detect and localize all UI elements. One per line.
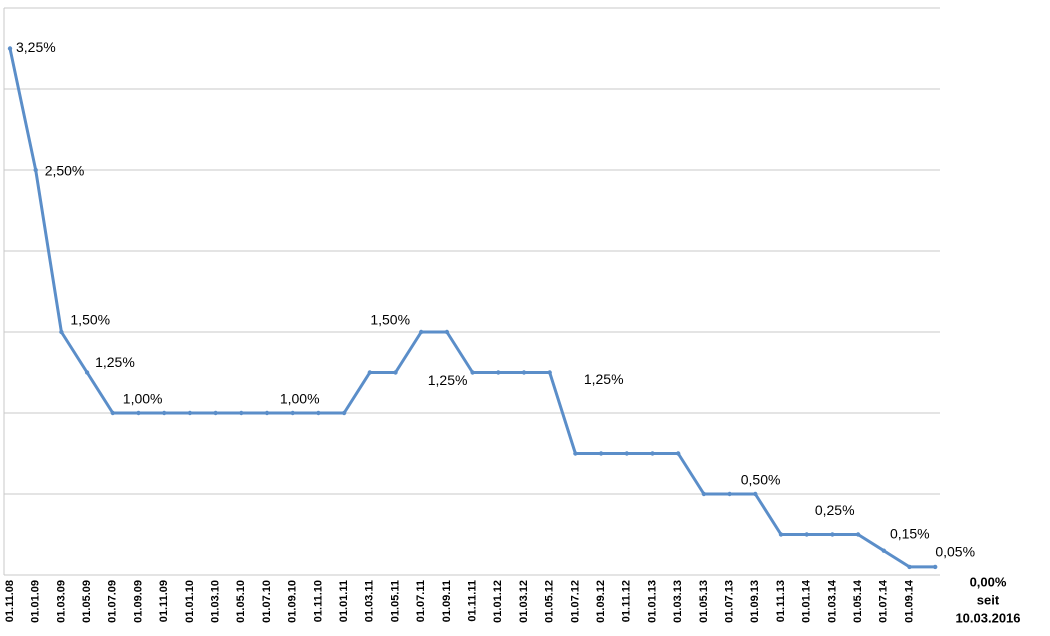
point	[419, 329, 424, 335]
point	[881, 548, 886, 553]
x-tick-label: 01.03.09	[55, 580, 67, 623]
point	[290, 410, 295, 416]
x-tick-label: 01.03.12	[518, 580, 530, 623]
data-label: 1,25%	[95, 354, 135, 370]
point	[316, 410, 321, 416]
x-tick-label: 01.09.14	[903, 579, 915, 623]
x-tick-label: 01.07.11	[415, 580, 427, 622]
data-label: 0,25%	[815, 502, 855, 518]
point	[598, 451, 604, 456]
x-tick-label: 01.05.12	[544, 580, 556, 623]
point	[110, 410, 116, 416]
x-tick-label: 01.01.12	[492, 580, 504, 623]
point	[907, 564, 912, 570]
x-tick-label: 01.03.13	[672, 580, 684, 623]
point	[213, 410, 218, 416]
x-tick-label: 01.11.11	[467, 580, 479, 622]
data-label: 2,50%	[45, 163, 85, 179]
x-tick-label: 01.07.09	[107, 580, 119, 623]
data-label: 1,25%	[428, 372, 468, 388]
x-tick-label: 01.03.14	[826, 579, 838, 623]
x-tick-label: 01.09.10	[287, 580, 299, 623]
x-tick-label: 01.01.13	[646, 580, 658, 623]
x-tick-label: 01.07.14	[878, 579, 890, 623]
data-label: 1,50%	[370, 312, 410, 328]
point	[727, 491, 732, 497]
point	[7, 46, 13, 51]
x-tick-label: 01.05.10	[235, 580, 247, 623]
point	[804, 532, 809, 537]
point	[624, 451, 629, 456]
line	[8, 48, 936, 569]
point	[367, 370, 372, 375]
data-label: 1,00%	[123, 391, 163, 407]
x-tick-label: 01.01.14	[801, 579, 813, 623]
x-tick-label: 01.05.14	[852, 579, 864, 623]
point	[676, 451, 681, 456]
x-tick-label: 01.03.11	[364, 580, 376, 622]
point	[136, 410, 141, 416]
x-tick-label: 01.01.09	[30, 580, 42, 623]
point	[547, 370, 552, 375]
point	[933, 564, 938, 570]
point	[59, 329, 64, 335]
x-tick-label: 01.05.13	[698, 580, 710, 623]
point	[393, 370, 398, 375]
x-tick-label: 01.07.10	[261, 580, 273, 623]
data-label: 1,00%	[280, 391, 320, 407]
point	[84, 370, 90, 375]
point	[444, 329, 450, 335]
data-label: 0,50%	[741, 472, 781, 488]
point	[264, 410, 270, 416]
point	[33, 167, 38, 173]
x-tick-label: 01.07.13	[724, 580, 736, 623]
point	[573, 451, 578, 456]
x-tick-label: 01.09.13	[749, 580, 761, 623]
x-tick-label: 01.03.10	[210, 580, 222, 623]
data-label: 1,50%	[70, 312, 110, 328]
point	[341, 410, 347, 416]
point	[239, 410, 244, 416]
data-label: 1,25%	[584, 371, 624, 387]
x-tick-label: 01.05.09	[81, 580, 93, 623]
annotation: 0,00%	[970, 574, 1007, 589]
x-tick-label: 01.09.09	[132, 580, 144, 623]
point	[855, 532, 861, 537]
x-tick-label: 01.05.11	[389, 580, 401, 622]
x-tick-label: 01.11.08	[4, 580, 16, 622]
point	[650, 451, 655, 456]
data-label: 0,15%	[890, 525, 930, 541]
point	[778, 532, 784, 537]
x-tick-label: 01.11.13	[775, 580, 787, 622]
x-tick-label: 01.01.11	[338, 580, 350, 622]
annotation: 10.03.2016	[955, 610, 1020, 625]
point	[753, 491, 758, 497]
x-tick-label: 01.01.10	[184, 580, 196, 623]
x-tick-label: 01.09.11	[441, 580, 453, 622]
point	[162, 410, 167, 416]
x-tick-label: 01.11.10	[312, 580, 324, 622]
x-tick-label: 01.11.12	[621, 580, 633, 622]
x-tick-label: 01.11.09	[158, 580, 170, 622]
point	[496, 370, 501, 375]
point	[521, 370, 527, 375]
x-tick-label: 01.09.12	[595, 580, 607, 623]
point	[470, 370, 475, 375]
data-label: 0,05%	[935, 544, 975, 560]
data-label: 3,25%	[16, 39, 56, 55]
point	[187, 410, 193, 416]
annotation: seit	[977, 592, 1000, 607]
x-tick-label: 01.07.12	[569, 580, 581, 623]
point	[701, 491, 707, 497]
point	[830, 532, 835, 537]
